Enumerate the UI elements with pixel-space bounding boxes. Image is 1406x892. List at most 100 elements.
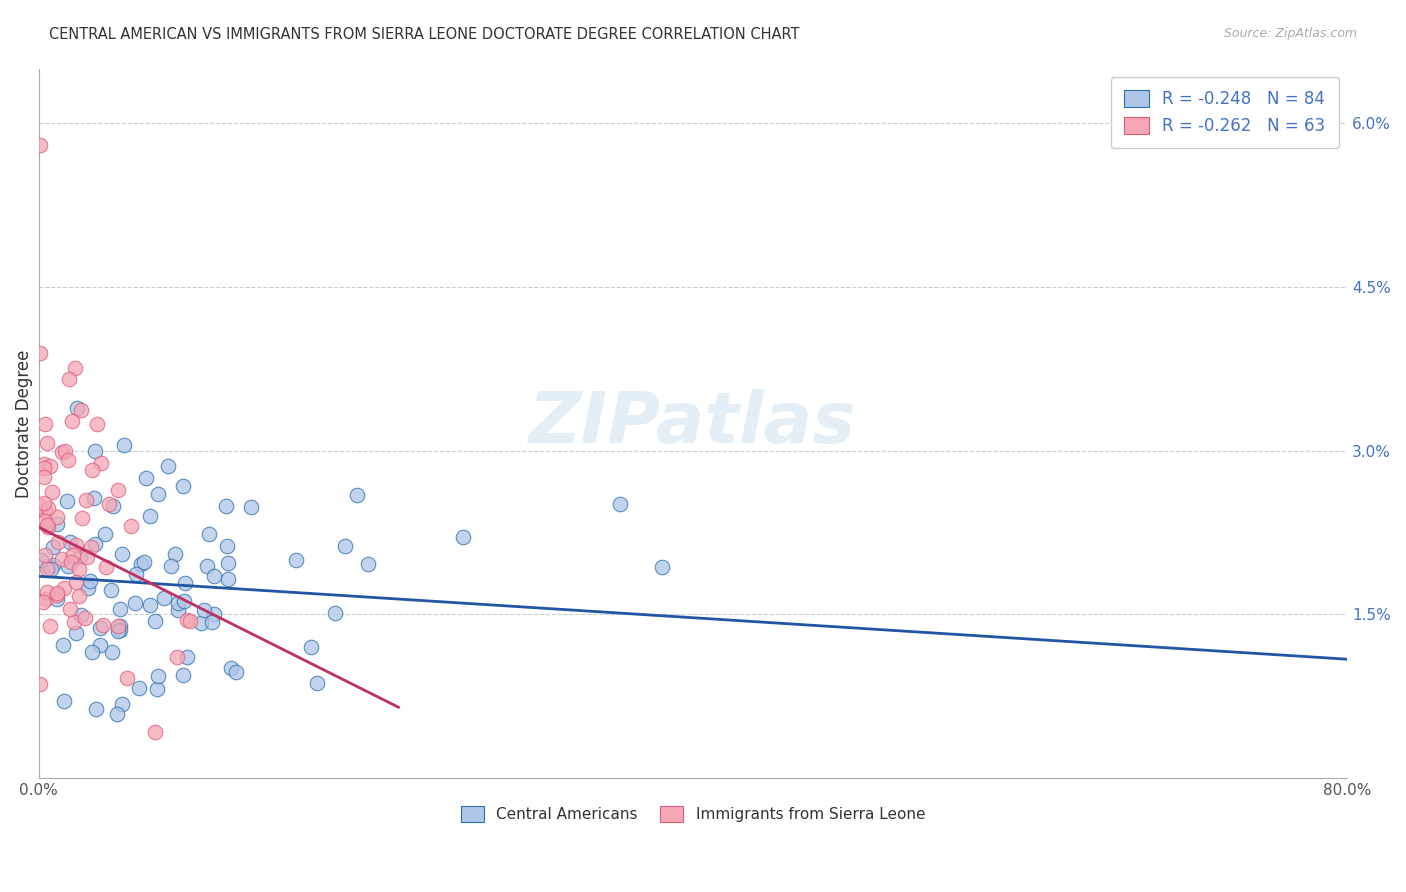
Point <box>35 562 58 576</box>
Point <box>111 697 134 711</box>
Point <box>46 517 69 532</box>
Point <box>239 500 262 514</box>
Point <box>42 558 65 573</box>
Point <box>285 553 308 567</box>
Point <box>146 486 169 500</box>
Point <box>39 618 62 632</box>
Point <box>108 619 131 633</box>
Point <box>32 470 55 484</box>
Point <box>117 671 139 685</box>
Point <box>37 559 59 574</box>
Point <box>35 584 58 599</box>
Point <box>32 458 55 472</box>
Point <box>124 596 146 610</box>
Point <box>42 541 65 555</box>
Point <box>160 559 183 574</box>
Point <box>53 582 76 596</box>
Text: ZIPatlas: ZIPatlas <box>529 389 856 458</box>
Point <box>107 483 129 497</box>
Point <box>70 402 93 417</box>
Point <box>30 553 52 567</box>
Point <box>135 471 157 485</box>
Point <box>70 608 93 623</box>
Point <box>83 444 105 458</box>
Point <box>30 499 52 513</box>
Point <box>93 617 115 632</box>
Point <box>37 501 59 516</box>
Point <box>197 527 219 541</box>
Point <box>299 640 322 655</box>
Point <box>76 549 98 564</box>
Point <box>34 417 56 432</box>
Point <box>651 559 673 574</box>
Point <box>202 569 225 583</box>
Point <box>79 574 101 588</box>
Point <box>172 668 194 682</box>
Point <box>56 494 79 508</box>
Point <box>166 603 188 617</box>
Point <box>125 567 148 582</box>
Point <box>157 459 180 474</box>
Point <box>34 514 56 528</box>
Point <box>67 562 90 576</box>
Point <box>346 488 368 502</box>
Point <box>65 538 87 552</box>
Point <box>217 557 239 571</box>
Legend: Central Americans, Immigrants from Sierra Leone: Central Americans, Immigrants from Sierr… <box>449 794 938 834</box>
Point <box>323 606 346 620</box>
Point <box>80 463 103 477</box>
Point <box>35 517 58 532</box>
Point <box>59 555 82 569</box>
Point <box>30 137 52 152</box>
Point <box>107 619 129 633</box>
Point <box>307 676 329 690</box>
Point <box>179 614 201 628</box>
Point <box>62 548 84 562</box>
Point <box>52 638 75 652</box>
Point <box>110 623 132 637</box>
Point <box>190 615 212 630</box>
Point <box>110 547 132 561</box>
Point <box>30 346 52 360</box>
Point <box>129 558 152 572</box>
Point <box>217 572 239 586</box>
Point <box>39 458 62 473</box>
Point <box>120 518 142 533</box>
Point <box>77 581 100 595</box>
Point <box>48 535 70 549</box>
Point <box>152 591 174 605</box>
Point <box>46 586 69 600</box>
Point <box>609 497 631 511</box>
Point <box>143 614 166 628</box>
Point <box>65 626 87 640</box>
Point <box>45 510 67 524</box>
Point <box>59 601 82 615</box>
Point <box>163 547 186 561</box>
Point <box>58 559 80 574</box>
Point <box>90 456 112 470</box>
Point <box>51 445 73 459</box>
Point <box>65 575 87 590</box>
Point <box>31 595 53 609</box>
Point <box>80 645 103 659</box>
Point <box>132 555 155 569</box>
Point <box>173 594 195 608</box>
Point <box>110 602 132 616</box>
Point <box>60 414 83 428</box>
Text: CENTRAL AMERICAN VS IMMIGRANTS FROM SIERRA LEONE DOCTORATE DEGREE CORRELATION CH: CENTRAL AMERICAN VS IMMIGRANTS FROM SIER… <box>49 27 800 42</box>
Text: Source: ZipAtlas.com: Source: ZipAtlas.com <box>1223 27 1357 40</box>
Point <box>172 479 194 493</box>
Point <box>62 615 84 630</box>
Point <box>58 452 80 467</box>
Point <box>66 401 89 416</box>
Point <box>86 417 108 432</box>
Point <box>174 576 197 591</box>
Point <box>37 519 59 533</box>
Point <box>34 504 56 518</box>
Point <box>34 461 56 475</box>
Point <box>89 621 111 635</box>
Point <box>69 549 91 564</box>
Point <box>35 436 58 450</box>
Point <box>51 552 73 566</box>
Point <box>202 607 225 621</box>
